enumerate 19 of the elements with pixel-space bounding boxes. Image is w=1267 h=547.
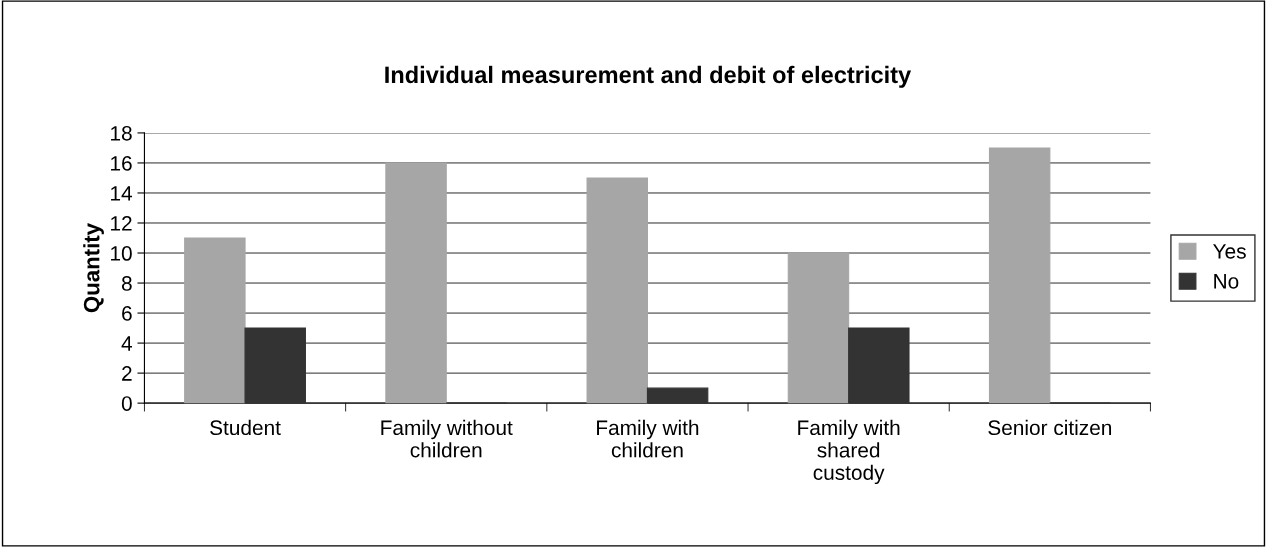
y-tick-label: 14 [111,186,133,201]
x-tick-label: Senior citizen [988,419,1112,436]
y-tick-label: 8 [121,276,132,291]
x-tick-label: Student [210,419,281,436]
x-tick-label: Family with children [597,419,699,458]
chart-title: Individual measurement and debit of electricity [385,65,912,88]
y-tick-label: 12 [111,215,132,231]
y-tick-label: 10 [111,246,132,261]
x-tick-label: Family with shared custody [798,419,900,485]
legend-label: Yes [1213,244,1246,259]
y-tick-label: 2 [122,366,132,381]
x-tick-label: Family without children [381,419,513,458]
y-tick-label: 6 [122,306,132,321]
y-tick-label: 18 [111,125,132,141]
y-tick-label: 0 [121,396,132,411]
legend-label: No [1214,274,1239,289]
y-tick-label: 4 [121,336,133,351]
y-tick-label: 16 [111,155,132,171]
y-axis-title: Quantity [83,223,104,313]
